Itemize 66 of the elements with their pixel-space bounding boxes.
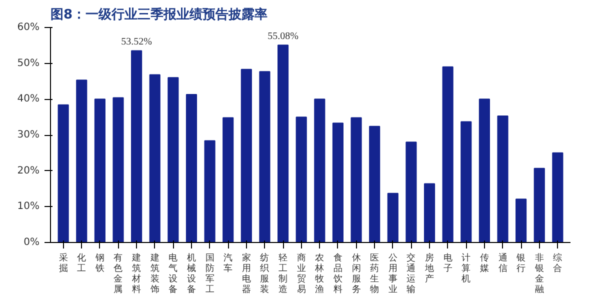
- bar: [131, 50, 142, 242]
- x-tick-label: 银行: [516, 252, 526, 274]
- x-tick-label: 汽车: [224, 252, 233, 274]
- x-tick-label: 交通运输: [406, 252, 416, 295]
- x-tick-label: 医药生物: [370, 252, 380, 295]
- bar: [149, 74, 160, 242]
- bar: [424, 183, 436, 242]
- bar: [278, 44, 289, 242]
- x-tick-label: 电气设备: [168, 252, 178, 295]
- bar: [204, 140, 216, 242]
- x-tick-label: 农林牧渔: [314, 252, 324, 295]
- x-tick-label: 化工: [77, 252, 86, 274]
- bar: [58, 104, 69, 242]
- x-tick-label: 休闲服务: [352, 252, 361, 295]
- bar: [259, 71, 270, 242]
- bar: [497, 116, 508, 242]
- bar: [534, 168, 545, 242]
- x-tick-label: 建筑装饰: [149, 252, 160, 295]
- data-label: 53.52%: [121, 36, 152, 48]
- x-tick-label: 纺织服装: [260, 252, 270, 295]
- x-tick-label: 建筑材料: [131, 252, 142, 295]
- y-tick-label: 10%: [17, 201, 40, 212]
- bar: [222, 117, 234, 242]
- bar: [516, 198, 527, 242]
- y-tick-label: 40%: [17, 94, 40, 105]
- x-tick-label: 公用事业: [388, 252, 398, 295]
- x-tick-label: 钢铁: [94, 252, 104, 274]
- x-tick-label: 通信: [498, 252, 508, 274]
- bar: [369, 126, 380, 242]
- y-tick-label: 0%: [24, 237, 40, 248]
- y-tick-label: 50%: [17, 58, 40, 69]
- x-tick-label: 国防军工: [205, 254, 214, 295]
- x-tick-label: 轻工制造: [278, 252, 288, 295]
- bar: [387, 192, 398, 242]
- x-tick-label: 计算机: [462, 252, 471, 284]
- x-tick-label: 有色金属: [114, 252, 123, 295]
- x-tick-label: 机械设备: [186, 252, 196, 295]
- x-tick-label: 采掘: [58, 252, 68, 274]
- x-tick-label: 非银金融: [534, 252, 544, 295]
- bar: [442, 66, 454, 242]
- bar: [406, 142, 417, 242]
- x-tick-label: 房地产: [424, 252, 434, 284]
- bar: [240, 68, 252, 242]
- bar: [296, 116, 307, 242]
- x-tick-label: 商业贸易: [296, 252, 306, 295]
- x-tick-label: 家用电器: [242, 252, 251, 295]
- x-tick-label: 综合: [553, 252, 562, 274]
- bar: [332, 122, 344, 242]
- bar: [552, 152, 564, 242]
- bar: [168, 77, 179, 242]
- y-tick-label: 60%: [17, 22, 40, 33]
- y-tick-label: 30%: [17, 130, 40, 140]
- x-tick-label: 食品饮料: [332, 252, 342, 295]
- bar: [186, 94, 198, 242]
- chart-title: 图8：一级行业三季报业绩预告披露率: [50, 6, 268, 22]
- bar: [76, 80, 88, 242]
- bar: [350, 117, 362, 242]
- bar: [314, 98, 326, 242]
- y-tick-label: 20%: [17, 165, 40, 176]
- bar: [478, 98, 490, 242]
- bar: [460, 121, 472, 242]
- bar: [94, 98, 106, 242]
- data-label: 55.08%: [268, 31, 298, 42]
- bar: [112, 97, 124, 242]
- x-tick-label: 传媒: [480, 252, 489, 274]
- x-tick-label: 电子: [443, 252, 452, 274]
